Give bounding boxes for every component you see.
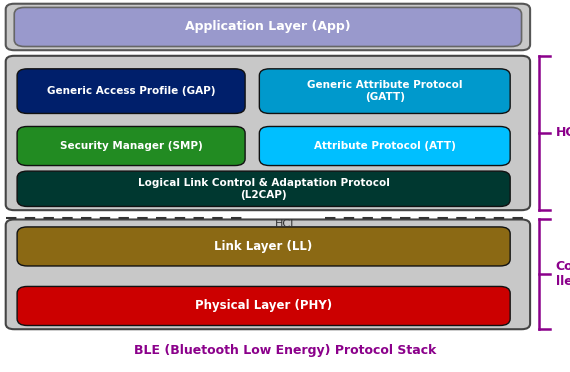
FancyBboxPatch shape [259,126,510,166]
FancyBboxPatch shape [6,56,530,210]
FancyBboxPatch shape [259,69,510,113]
Text: Physical Layer (PHY): Physical Layer (PHY) [195,299,332,312]
FancyBboxPatch shape [17,286,510,326]
Text: Security Manager (SMP): Security Manager (SMP) [60,141,202,151]
FancyBboxPatch shape [14,7,522,46]
FancyBboxPatch shape [6,4,530,50]
Text: Generic Access Profile (GAP): Generic Access Profile (GAP) [47,86,215,96]
Text: Link Layer (LL): Link Layer (LL) [214,240,313,253]
Text: BLE (Bluetooth Low Energy) Protocol Stack: BLE (Bluetooth Low Energy) Protocol Stac… [134,344,436,357]
Text: Attribute Protocol (ATT): Attribute Protocol (ATT) [314,141,455,151]
FancyBboxPatch shape [17,126,245,166]
FancyBboxPatch shape [17,227,510,266]
Text: Contro-
ller: Contro- ller [556,260,570,288]
Text: Application Layer (App): Application Layer (App) [185,20,351,33]
Text: Logical Link Control & Adaptation Protocol
(L2CAP): Logical Link Control & Adaptation Protoc… [138,178,389,200]
Text: HCI: HCI [275,219,295,230]
FancyBboxPatch shape [6,219,530,329]
FancyBboxPatch shape [17,69,245,113]
FancyBboxPatch shape [17,171,510,206]
Text: Generic Attribute Protocol
(GATT): Generic Attribute Protocol (GATT) [307,80,462,102]
Text: HOST: HOST [556,126,570,140]
